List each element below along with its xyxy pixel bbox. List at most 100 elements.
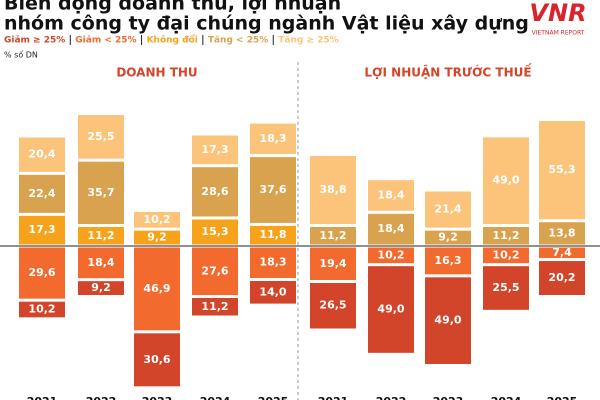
- x-tick-label: 2023: [433, 395, 464, 400]
- bar-segment: [134, 211, 180, 228]
- value-label: 18,3: [259, 132, 286, 145]
- bar-segment: [310, 156, 356, 225]
- value-label: 18,3: [259, 256, 286, 269]
- value-label: 22,4: [28, 187, 55, 200]
- x-tick-label: 2023: [142, 395, 173, 400]
- bar-segment: [250, 123, 296, 155]
- bar-segment: [192, 298, 238, 316]
- bar-segment: [192, 247, 238, 296]
- value-label: 18,4: [377, 222, 404, 235]
- bar-segment: [192, 167, 238, 217]
- bar-segment: [310, 283, 356, 329]
- bar-segment: [192, 135, 238, 165]
- panel-title: LỢI NHUẬN TRƯỚC THUẾ: [364, 64, 532, 80]
- value-label: 27,6: [201, 264, 228, 277]
- bar-segment: [78, 227, 124, 245]
- value-label: 49,0: [377, 303, 404, 316]
- x-tick-label: 2024: [200, 395, 231, 400]
- bar-segment: [368, 213, 414, 245]
- bar-segment: [19, 137, 65, 172]
- value-label: 19,4: [319, 257, 346, 270]
- value-label: 29,6: [28, 266, 55, 279]
- value-label: 11,8: [259, 228, 286, 241]
- bar-segment: [134, 230, 180, 245]
- chart-title: Biến động doanh thu, lợi nhuận: [4, 0, 341, 15]
- bar-segment: [250, 247, 296, 278]
- value-label: 9,2: [438, 231, 458, 244]
- value-label: 11,2: [87, 229, 114, 242]
- value-label: 14,0: [259, 285, 286, 298]
- x-tick-label: 2025: [547, 395, 578, 400]
- value-label: 11,2: [492, 229, 519, 242]
- value-label: 17,3: [28, 223, 55, 236]
- value-label: 9,2: [91, 281, 111, 294]
- value-label: 10,2: [28, 303, 55, 316]
- bar-segment: [192, 219, 238, 245]
- value-label: 7,4: [552, 246, 572, 259]
- x-tick-label: 2025: [258, 395, 289, 400]
- x-tick-label: 2021: [27, 395, 58, 400]
- value-label: 35,7: [87, 186, 114, 199]
- value-label: 16,3: [434, 254, 461, 267]
- x-tick-label: 2022: [376, 395, 407, 400]
- bar-segment: [310, 227, 356, 245]
- bar-segment: [134, 247, 180, 331]
- value-label: 11,2: [319, 229, 346, 242]
- value-label: 13,8: [548, 226, 575, 239]
- bar-segment: [250, 225, 296, 245]
- bar-segment: [368, 266, 414, 353]
- bar-segment: [310, 247, 356, 281]
- x-tick-label: 2024: [491, 395, 522, 400]
- value-label: 18,4: [87, 256, 114, 269]
- bar-segment: [368, 247, 414, 264]
- value-label: 15,3: [201, 225, 228, 238]
- legend-item: Giảm ≥ 25%: [4, 35, 65, 46]
- x-tick-label: 2022: [86, 395, 117, 400]
- x-tick-label: 2021: [318, 395, 349, 400]
- legend-item: Không đổi: [147, 34, 198, 46]
- value-label: 21,4: [434, 203, 461, 216]
- value-label: 30,6: [143, 353, 170, 366]
- bar-segment: [250, 157, 296, 223]
- value-label: 10,2: [492, 248, 519, 261]
- bar-segment: [425, 230, 471, 245]
- bar-segment: [19, 247, 65, 299]
- bar-segment: [78, 281, 124, 296]
- value-label: 49,0: [434, 314, 461, 327]
- bar-segment: [425, 277, 471, 364]
- bar-segment: [483, 227, 529, 245]
- value-label: 38,8: [319, 183, 346, 196]
- value-label: 55,3: [548, 163, 575, 176]
- value-label: 26,5: [319, 299, 346, 312]
- value-label: 37,6: [259, 183, 286, 196]
- bar-segment: [539, 261, 585, 296]
- value-label: 49,0: [492, 174, 519, 187]
- bar-segment: [483, 266, 529, 310]
- bar-segment: [134, 333, 180, 387]
- value-label: 17,3: [201, 143, 228, 156]
- value-label: 11,2: [201, 300, 228, 313]
- value-label: 28,6: [201, 185, 228, 198]
- bar-segment: [19, 174, 65, 213]
- bar-segment: [78, 161, 124, 225]
- bar-segment: [483, 247, 529, 264]
- bar-segment: [19, 215, 65, 245]
- bar-segment: [250, 280, 296, 304]
- bar-segment: [368, 180, 414, 211]
- bar-segment: [19, 301, 65, 318]
- value-label: 25,5: [492, 281, 519, 294]
- value-label: 9,2: [147, 231, 167, 244]
- unit-label: % số DN: [4, 50, 38, 60]
- bar-segment: [425, 191, 471, 228]
- bar-segment: [78, 115, 124, 159]
- bar-segment: [539, 121, 585, 220]
- legend-item: Tăng < 25%: [208, 36, 268, 46]
- legend-item: Tăng ≥ 25%: [278, 36, 338, 46]
- value-label: 25,5: [87, 130, 114, 143]
- bar-segment: [483, 137, 529, 225]
- chart-title: nhóm công ty đại chúng ngành Vật liệu xâ…: [4, 13, 529, 35]
- bar-segment: [539, 222, 585, 245]
- bar-segment: [539, 247, 585, 259]
- value-label: 20,4: [28, 148, 55, 161]
